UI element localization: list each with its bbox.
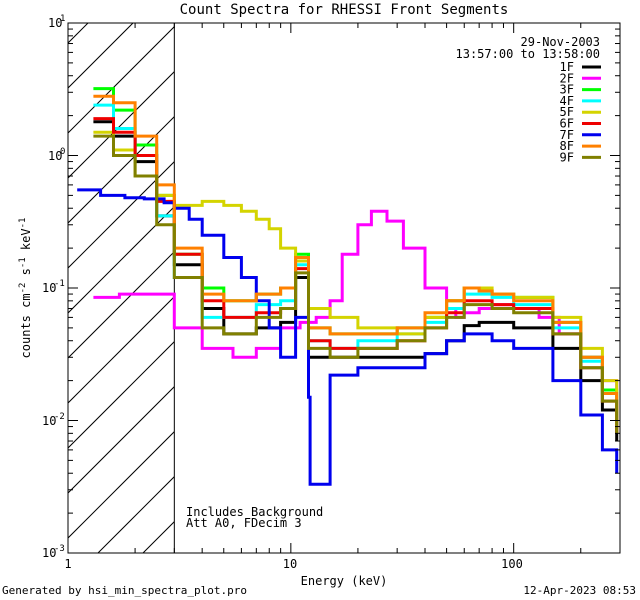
footer-generated-by: Generated by hsi_min_spectra_plot.pro [2,584,247,597]
hatch-line [97,475,175,553]
hatch-line [68,430,175,539]
hatch-line [68,25,175,134]
legend-label-6F: 6F [560,117,574,131]
x-tick-label-1: 1 [64,557,71,571]
chart-title: Count Spectra for RHESSI Front Segments [180,2,509,18]
y-tick-label-1e0: 10 0 [48,147,65,163]
series-line-4F [93,103,619,427]
legend-label-9F: 9F [560,150,574,164]
legend-label-8F: 8F [560,139,574,153]
svg-text:10: 10 [42,281,56,295]
excluded-energy-hatch [68,23,640,553]
note-attenuator: Att A0, FDecim 3 [186,516,302,530]
legend-label-5F: 5F [560,105,574,119]
date-label: 29-Nov-2003 [521,35,600,49]
hatch-line [68,205,175,314]
series-line-7F [77,188,619,486]
x-tick-label-100: 100 [501,557,523,571]
svg-text:10: 10 [42,546,56,560]
series-line-1F [93,120,619,441]
y-tick-label-1e-1: 10 -1 [42,279,65,295]
note-background: Includes Background [186,505,323,519]
hatch-line [68,70,175,179]
legend-label-4F: 4F [560,94,574,108]
legend-label-1F: 1F [560,60,574,74]
legend-label-2F: 2F [560,71,574,85]
series-line-6F [93,117,619,434]
svg-text:0: 0 [60,147,65,157]
legend-label-7F: 7F [560,128,574,142]
svg-text:1: 1 [60,14,65,24]
series-line-2F [93,209,619,410]
svg-text:-1: -1 [54,279,65,289]
axis-ticks [67,23,621,554]
hatch-line [68,250,175,359]
series-line-8F [93,94,619,427]
svg-text:10: 10 [48,16,62,30]
x-axis-label: Energy (keV) [301,574,388,588]
series-line-5F [93,130,619,410]
svg-text:-2: -2 [54,412,65,422]
plot-frame [67,22,621,554]
svg-text:10: 10 [42,414,56,428]
y-tick-label-1e1: 10 1 [48,14,65,30]
x-tick-label-10: 10 [283,557,297,571]
series-lines [77,87,619,486]
y-axis-label: counts cm-2 s-1 keV-1 [18,218,33,359]
hatch-line [278,23,640,553]
svg-text:-3: -3 [54,544,65,554]
y-tick-label-1e-3: 10 -3 [42,544,65,560]
time-range-label: 13:57:00 to 13:58:00 [456,47,601,61]
series-line-9F [93,134,619,434]
y-tick-label-1e-2: 10 -2 [42,412,65,428]
svg-text:10: 10 [48,149,62,163]
hatch-line [68,385,175,494]
footer-timestamp: 12-Apr-2023 08:53 [523,584,636,597]
legend-label-3F: 3F [560,83,574,97]
